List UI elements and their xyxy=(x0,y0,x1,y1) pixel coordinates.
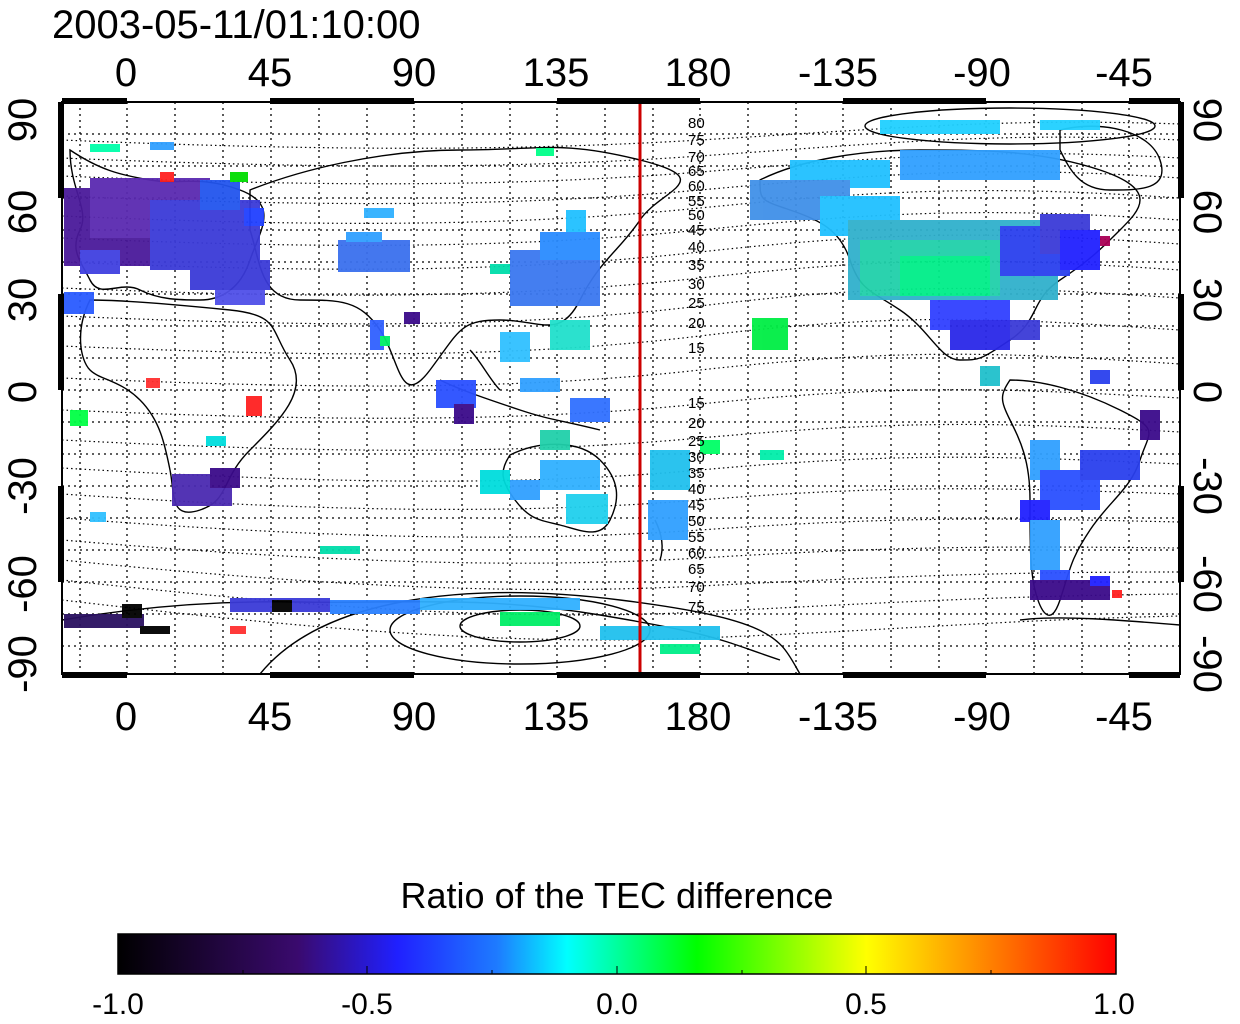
right-axis-labels: 90 60 30 0 -30 -60 -90 xyxy=(1185,98,1229,693)
contour-label: 65 xyxy=(688,561,705,578)
bottom-tick-label: 135 xyxy=(523,695,590,739)
contour-labels-south: 15 20 25 30 35 40 45 50 55 60 65 70 75 xyxy=(688,395,705,616)
contour-label: 25 xyxy=(688,433,705,450)
contour-label: 70 xyxy=(688,149,705,166)
contour-label: 50 xyxy=(688,207,705,224)
top-tick-label: 0 xyxy=(115,51,137,95)
contour-label: 75 xyxy=(688,132,705,149)
contour-label: 15 xyxy=(688,395,705,412)
contour-label: 40 xyxy=(688,239,705,256)
bottom-tick-label: -135 xyxy=(798,695,878,739)
contour-label: 70 xyxy=(688,579,705,596)
colorbar-tick-label: 0.0 xyxy=(596,988,638,1021)
top-tick-label: -90 xyxy=(953,51,1011,95)
contour-label: 20 xyxy=(688,315,705,332)
contour-label: 50 xyxy=(688,513,705,530)
contour-label: 55 xyxy=(688,529,705,546)
contour-label: 60 xyxy=(688,545,705,562)
frame-tick-bars xyxy=(58,98,1184,678)
top-tick-label: -135 xyxy=(798,51,878,95)
top-axis-labels: 0 45 90 135 180 -135 -90 -45 xyxy=(115,51,1153,95)
right-tick-label: 90 xyxy=(1185,98,1229,143)
top-tick-label: 90 xyxy=(392,51,437,95)
contour-label: 30 xyxy=(688,276,705,293)
contour-label: 45 xyxy=(688,222,705,239)
tec-ratio-data xyxy=(64,120,1160,654)
contour-label: 65 xyxy=(688,163,705,180)
right-tick-label: -90 xyxy=(1185,635,1229,693)
top-tick-label: 135 xyxy=(523,51,590,95)
bottom-tick-label: 0 xyxy=(115,695,137,739)
colorbar-tick-label: -1.0 xyxy=(92,988,144,1021)
contour-label: 15 xyxy=(688,340,705,357)
bottom-tick-label: 45 xyxy=(248,695,293,739)
left-tick-label: -90 xyxy=(1,635,45,693)
contour-label: 35 xyxy=(688,465,705,482)
left-tick-label: 0 xyxy=(1,381,45,403)
contour-label: 30 xyxy=(688,449,705,466)
right-tick-label: 60 xyxy=(1185,190,1229,235)
colorbar-tick-label: -0.5 xyxy=(341,988,393,1021)
top-tick-label: 45 xyxy=(248,51,293,95)
colorbar-tick-label: 0.5 xyxy=(845,988,887,1021)
contour-label: 60 xyxy=(688,178,705,195)
bottom-tick-label: -45 xyxy=(1095,695,1153,739)
left-axis-labels: 90 60 30 0 -30 -60 -90 xyxy=(1,98,45,693)
colorbar: Ratio of the TEC difference -1.0 -0.5 0.… xyxy=(92,875,1135,1021)
colorbar-title: Ratio of the TEC difference xyxy=(401,875,834,916)
greenland-coastline xyxy=(1059,125,1163,191)
right-tick-label: 30 xyxy=(1185,278,1229,323)
contour-labels-north: 80 75 70 65 60 55 50 45 40 35 30 25 20 1… xyxy=(688,115,705,357)
right-tick-label: -30 xyxy=(1185,457,1229,515)
contour-label: 80 xyxy=(688,115,705,132)
right-tick-label: -60 xyxy=(1185,555,1229,613)
contour-label: 45 xyxy=(688,497,705,514)
map-frame xyxy=(61,101,1181,675)
colorbar-tick-label: 1.0 xyxy=(1093,988,1135,1021)
contour-label: 75 xyxy=(688,599,705,616)
top-tick-label: -45 xyxy=(1095,51,1153,95)
contour-label: 25 xyxy=(688,295,705,312)
bottom-axis-labels: 0 45 90 135 180 -135 -90 -45 xyxy=(115,695,1153,739)
map-panel: 80 75 70 65 60 55 50 45 40 35 30 25 20 1… xyxy=(58,98,1184,678)
colorbar-tick-labels: -1.0 -0.5 0.0 0.5 1.0 xyxy=(92,988,1135,1021)
right-tick-label: 0 xyxy=(1185,381,1229,403)
contour-label: 35 xyxy=(688,257,705,274)
contour-label: 20 xyxy=(688,415,705,432)
left-tick-label: 60 xyxy=(1,190,45,235)
bottom-tick-label: 90 xyxy=(392,695,437,739)
left-tick-label: -30 xyxy=(1,457,45,515)
bottom-tick-label: 180 xyxy=(665,695,732,739)
contour-label: 40 xyxy=(688,481,705,498)
left-tick-label: -60 xyxy=(1,555,45,613)
map-timestamp: 2003-05-11/01:10:00 xyxy=(52,3,420,47)
left-tick-label: 30 xyxy=(1,278,45,323)
contour-label: 55 xyxy=(688,193,705,210)
bottom-tick-label: -90 xyxy=(953,695,1011,739)
top-tick-label: 180 xyxy=(665,51,732,95)
left-tick-label: 90 xyxy=(1,98,45,143)
colorbar-ticks xyxy=(242,966,992,974)
